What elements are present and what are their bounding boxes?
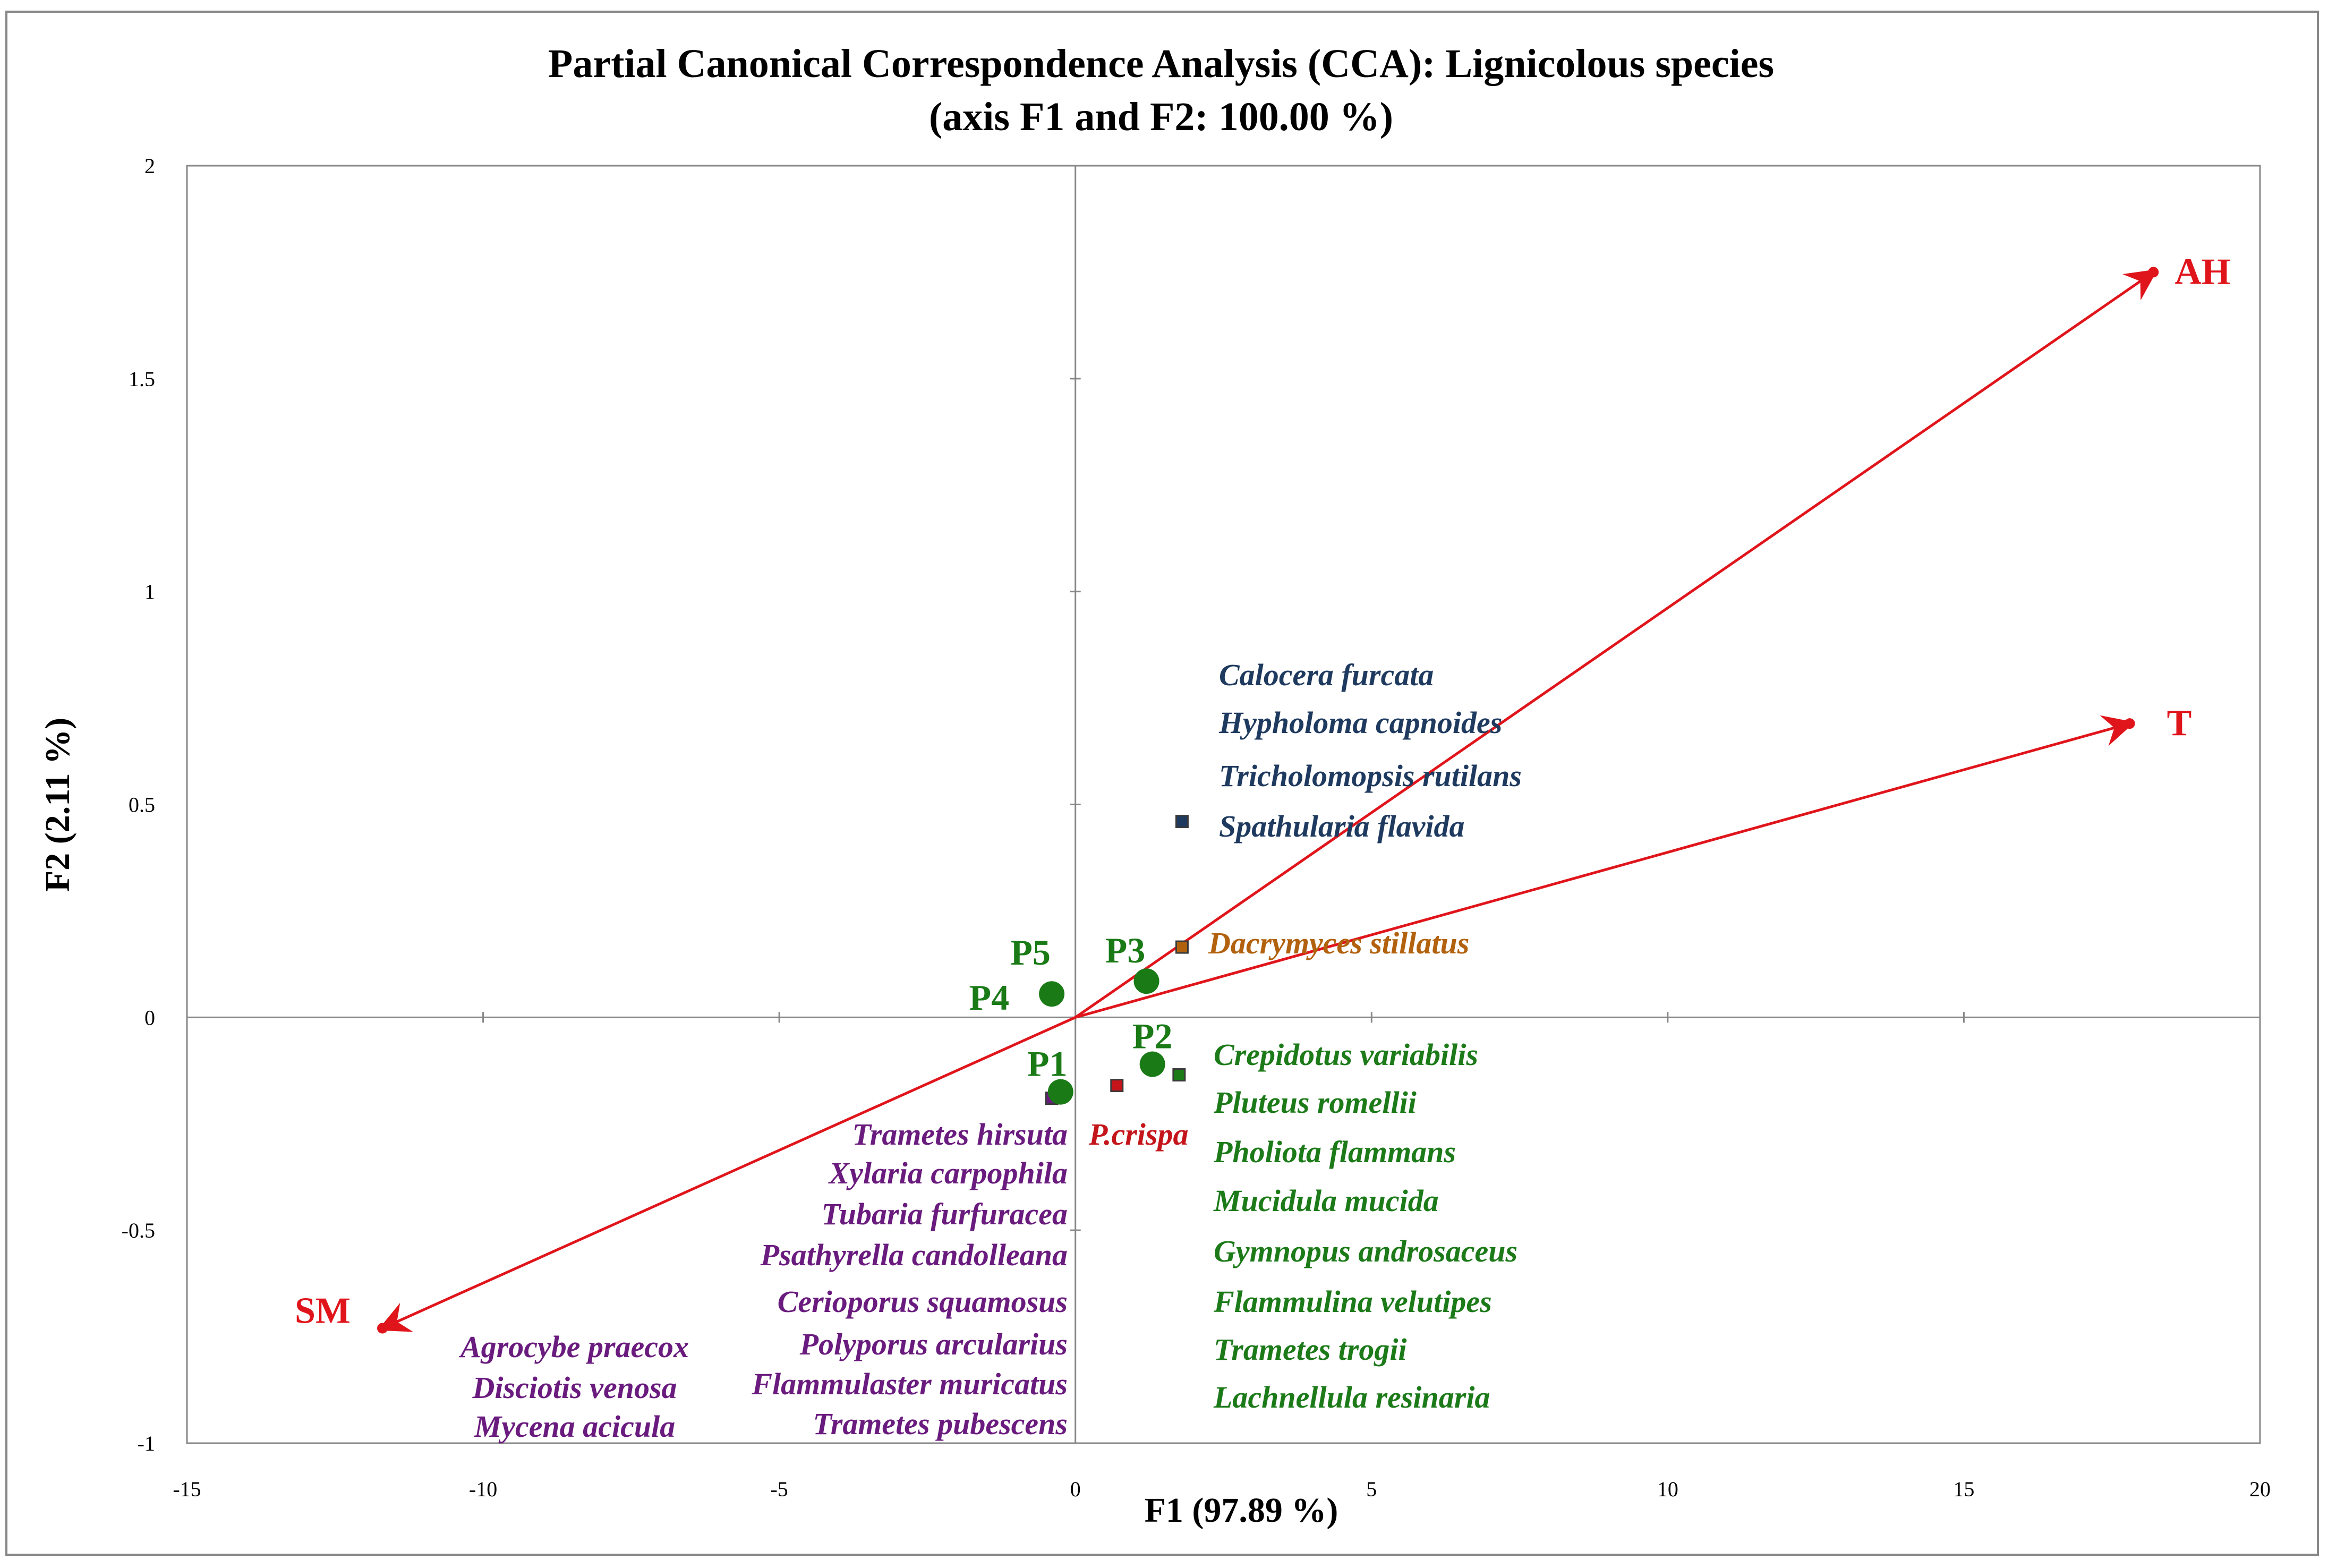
site-point-p1 [1047, 1079, 1073, 1105]
arrow-ah [1075, 269, 2158, 1019]
species-label: Pholiota flammans [1213, 1135, 1456, 1169]
site-label-p2: P2 [1132, 1016, 1173, 1056]
arrow-tip-ah [2148, 267, 2159, 278]
species-label: Flammulina velutipes [1213, 1284, 1492, 1319]
x-tick-label: 10 [1657, 1477, 1678, 1501]
species-label: Tricholomopsis rutilans [1219, 759, 1522, 793]
species-label: Tubaria furfuracea [822, 1197, 1068, 1231]
site-point-p2 [1139, 1051, 1165, 1077]
y-tick-label: 0.5 [129, 793, 155, 817]
species-label: Pluteus romellii [1213, 1085, 1417, 1120]
species-marker-green [1172, 1068, 1186, 1082]
species-label: Hypholoma capnoides [1218, 705, 1502, 740]
arrow-tip-sm [377, 1323, 388, 1334]
arrow-label-sm: SM [295, 1291, 351, 1332]
y-tick-label: 0 [144, 1005, 155, 1029]
species-label: Mucidula mucida [1213, 1183, 1439, 1218]
x-tick-label: -5 [770, 1477, 788, 1501]
site-label-p1: P1 [1027, 1044, 1068, 1084]
y-tick-label: 1.5 [129, 367, 155, 391]
x-tick-label: 5 [1366, 1477, 1377, 1501]
species-label: Psathyrella candolleana [760, 1238, 1068, 1272]
species-label: Spathularia flavida [1219, 809, 1464, 843]
site-label-p4: P4 [969, 977, 1010, 1018]
species-label: Agrocybe praecox [459, 1330, 689, 1364]
site-label-p3: P3 [1105, 930, 1146, 970]
y-axis-label: F2 (2.11 %) [38, 718, 77, 892]
arrow-label-ah: AH [2174, 251, 2230, 292]
x-tick-label: 15 [1953, 1477, 1974, 1501]
x-tick-label: -10 [469, 1477, 497, 1501]
species-label: Polyporus arcularius [799, 1327, 1068, 1361]
species-marker-orange [1175, 940, 1189, 954]
species-label: Flammulaster muricatus [751, 1367, 1068, 1401]
species-label: Gymnopus androsaceus [1214, 1234, 1517, 1268]
species-label: Trametes trogii [1214, 1332, 1407, 1367]
species-label: Mycena acicula [474, 1409, 676, 1444]
x-axis-label: F1 (97.89 %) [1145, 1491, 1338, 1530]
species-marker-blue [1175, 815, 1189, 829]
x-tick-label: 20 [2249, 1477, 2271, 1501]
arrow-label-t: T [2167, 703, 2192, 744]
site-point-p3 [1133, 968, 1159, 994]
arrow-sm [377, 1016, 1076, 1332]
y-tick-label: 1 [144, 580, 155, 604]
species-label: Trametes pubescens [813, 1407, 1068, 1441]
plot-frame [186, 165, 2261, 1444]
species-label: Xylaria carpophila [828, 1156, 1068, 1190]
arrow-t [1075, 715, 2135, 1019]
y-tick-label: -1 [138, 1431, 155, 1455]
species-label: P.crispa [1088, 1117, 1188, 1152]
ticks-layer: -15 -10 -5 0 5 10 15 20 -1 -0.5 0 0.5 1 1.5 2 [122, 154, 2271, 1501]
species-label: Crepidotus variabilis [1214, 1037, 1478, 1072]
y-tick-label: 2 [144, 154, 155, 178]
species-marker-red [1110, 1079, 1124, 1093]
species-label: Lachnellula resinaria [1213, 1380, 1490, 1414]
site-point-p5 [1039, 981, 1065, 1007]
species-label: Trametes hirsuta [852, 1117, 1068, 1152]
species-label: Cerioporus squamosus [778, 1284, 1068, 1319]
outer-border [5, 11, 2319, 1556]
arrows-layer [377, 267, 2159, 1334]
species-label: Calocera furcata [1219, 658, 1434, 692]
y-tick-label: -0.5 [122, 1218, 155, 1242]
chart-title: Partial Canonical Correspondence Analysi… [548, 41, 1774, 86]
species-label: Disciotis venosa [472, 1370, 677, 1405]
arrow-tip-t [2124, 718, 2135, 729]
site-label-p5: P5 [1010, 932, 1051, 973]
markers-layer [1039, 815, 1189, 1105]
x-tick-label: 0 [1070, 1477, 1081, 1501]
x-tick-label: -15 [173, 1477, 201, 1501]
species-label: Dacrymyces stillatus [1208, 926, 1469, 960]
chart-subtitle: (axis F1 and F2: 100.00 %) [929, 95, 1393, 139]
